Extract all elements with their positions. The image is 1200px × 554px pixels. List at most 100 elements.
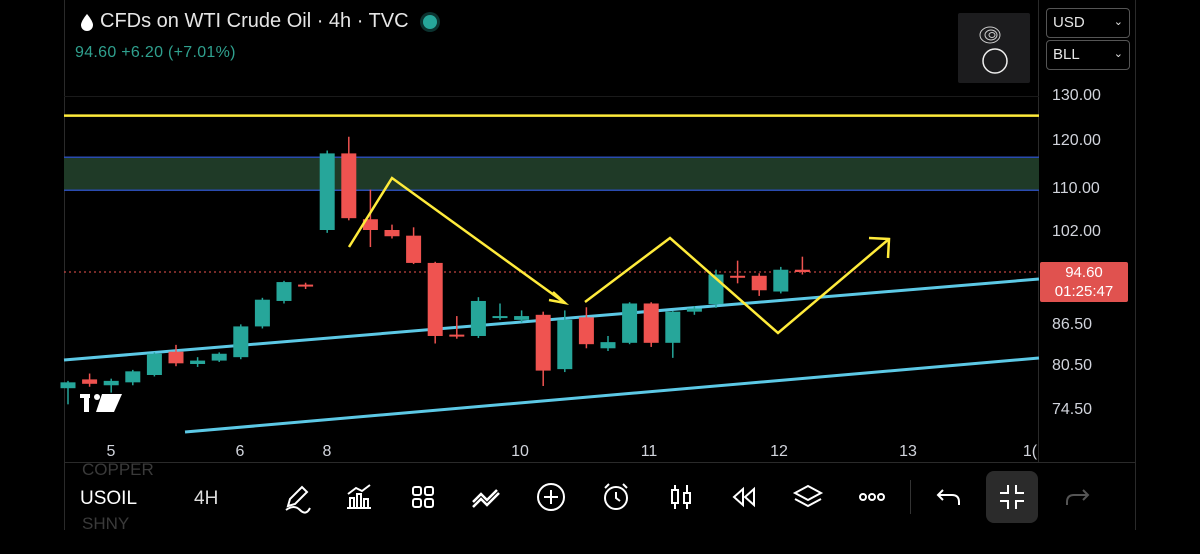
layers-icon[interactable] xyxy=(791,480,825,514)
upper-trendline xyxy=(63,277,1040,362)
quote-line: 94.60 +6.20 (+7.01%) xyxy=(75,44,236,61)
candle-body xyxy=(622,303,638,343)
price-tick-label: 130.00 xyxy=(1052,87,1101,104)
candle-body xyxy=(341,153,357,219)
chart-right-border xyxy=(1135,0,1136,530)
level-lines xyxy=(64,114,1039,273)
rewind-icon[interactable] xyxy=(727,480,761,514)
candle-body xyxy=(686,308,702,312)
last-price: 94.60 xyxy=(1065,264,1103,281)
symbol-button[interactable]: USOIL xyxy=(80,488,138,509)
candle xyxy=(557,310,573,373)
indicators-icon[interactable] xyxy=(342,480,376,514)
watermark-dot xyxy=(94,394,100,400)
lower-trendline xyxy=(184,356,1040,434)
trendlines xyxy=(63,277,1040,434)
candle-body xyxy=(427,262,443,336)
candle xyxy=(103,378,119,393)
watermark-stem xyxy=(84,394,89,412)
grid-icon[interactable] xyxy=(406,480,440,514)
currency-select[interactable]: USD ⌄ xyxy=(1046,8,1130,38)
chart-top-border xyxy=(64,96,1039,97)
price-scale-border xyxy=(1038,0,1039,462)
candle xyxy=(146,352,162,377)
candle-body xyxy=(773,269,789,292)
ghost-symbol-above: COPPER xyxy=(82,460,154,479)
candle xyxy=(233,324,249,360)
candle-body xyxy=(600,342,616,349)
undo-icon[interactable] xyxy=(932,480,966,514)
bar-countdown: 01:25:47 xyxy=(1054,283,1114,300)
price-tick-label: 80.50 xyxy=(1052,357,1092,374)
time-scale-border xyxy=(64,462,1136,463)
tradingview-watermark xyxy=(80,394,122,412)
profile-logo[interactable] xyxy=(958,13,1030,83)
candle xyxy=(730,260,746,284)
title-text: CFDs on WTI Crude Oil · 4h · TVC xyxy=(100,10,409,32)
candle xyxy=(492,303,508,320)
candle-body xyxy=(298,284,314,287)
candle xyxy=(449,316,465,339)
candle xyxy=(686,306,702,315)
candle xyxy=(298,282,314,289)
candle xyxy=(125,369,141,386)
zigzag-drawing-down xyxy=(347,176,566,305)
collapse-button[interactable] xyxy=(986,471,1038,523)
candle xyxy=(384,224,400,239)
candle xyxy=(773,266,789,294)
candles-icon[interactable] xyxy=(664,480,698,514)
unit-select[interactable]: BLL ⌄ xyxy=(1046,40,1130,70)
candle-body xyxy=(730,275,746,278)
price-tick-label: 120.00 xyxy=(1052,132,1101,149)
zigzag-drawing-up xyxy=(584,236,890,335)
trend-icon[interactable] xyxy=(469,480,503,514)
price-tick-label: 110.00 xyxy=(1052,180,1100,197)
watermark-slash-2 xyxy=(102,394,122,412)
chevron-down-icon: ⌄ xyxy=(1113,48,1123,60)
timeframe-button[interactable]: 4H xyxy=(194,488,219,509)
candle xyxy=(211,352,227,362)
redo-icon[interactable] xyxy=(1060,480,1094,514)
candle xyxy=(794,256,810,275)
candle-body xyxy=(190,360,206,364)
candle xyxy=(60,380,76,405)
ghost-symbol-below: SHNY xyxy=(82,514,130,533)
more-icon[interactable] xyxy=(855,480,889,514)
candle-body xyxy=(103,380,119,386)
time-tick-label: 13 xyxy=(899,443,917,460)
candle-body xyxy=(384,230,400,237)
candle xyxy=(319,150,335,233)
candle-body xyxy=(665,311,681,343)
arrowhead-up xyxy=(868,236,891,259)
candle-body xyxy=(146,353,162,375)
candles xyxy=(60,136,810,405)
plus-circle-icon[interactable] xyxy=(534,480,568,514)
candle-body xyxy=(60,382,76,389)
market-open-dot xyxy=(422,14,437,29)
candle xyxy=(535,311,551,386)
symbol-title[interactable]: CFDs on WTI Crude Oil · 4h · TVC xyxy=(80,10,437,33)
candle-body xyxy=(492,316,508,319)
candle-body xyxy=(125,371,141,383)
candle xyxy=(406,227,422,265)
candle xyxy=(751,273,767,296)
droplet-icon xyxy=(81,13,93,31)
bottom-toolbar: COPPER SHNY USOIL 4H xyxy=(64,460,1136,533)
candle-body xyxy=(406,235,422,263)
collapse-icon xyxy=(1000,485,1024,509)
candle-body xyxy=(168,351,184,364)
candle-body xyxy=(578,317,594,345)
arrowhead-down xyxy=(548,291,570,306)
candle xyxy=(341,136,357,221)
chevron-down-icon: ⌄ xyxy=(1113,16,1123,28)
candle xyxy=(622,302,638,345)
alarm-icon[interactable] xyxy=(599,480,633,514)
candle-body xyxy=(276,282,292,301)
price-scale: 130.00 120.00 110.00 102.00 86.50 80.50 74.50 xyxy=(1052,87,1101,418)
candle xyxy=(600,335,616,352)
pencil-icon[interactable] xyxy=(280,480,314,514)
candle xyxy=(643,302,659,347)
candle-body xyxy=(535,314,551,371)
time-tick-label: 5 xyxy=(107,443,116,460)
